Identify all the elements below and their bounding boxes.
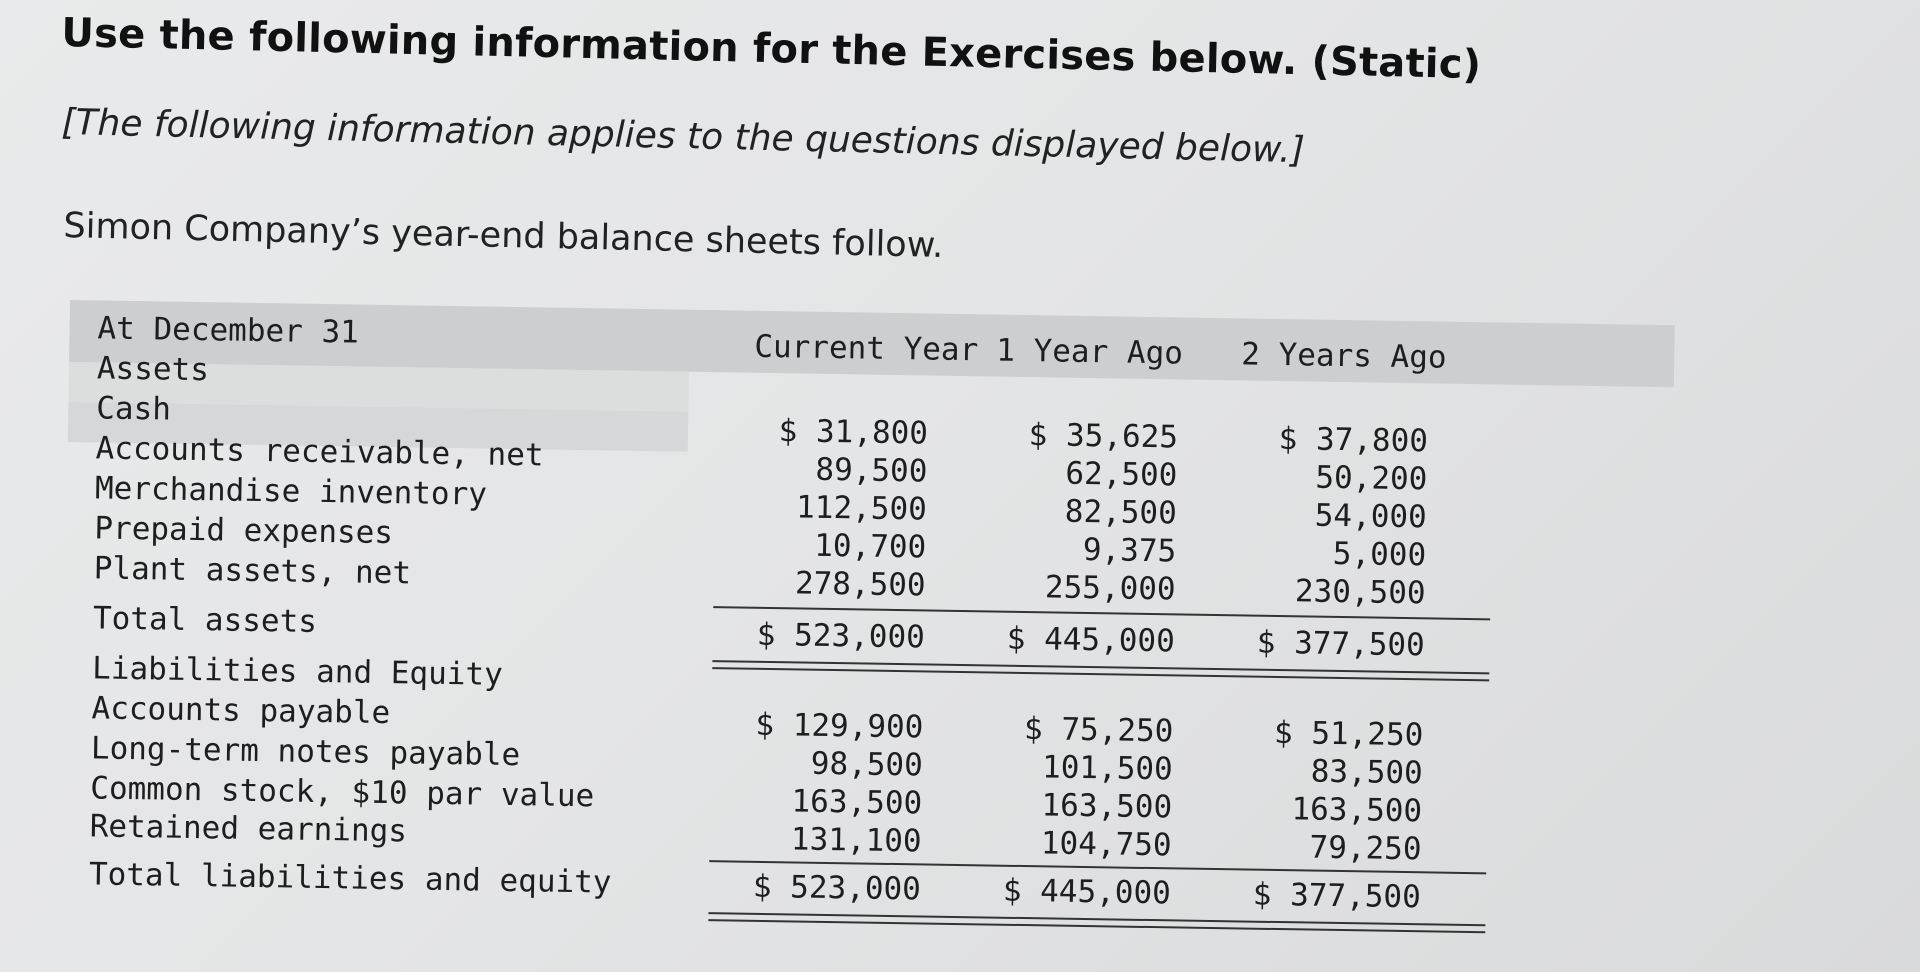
- balance-sheet-table: At December 31 Current Year 1 Year Ago 2…: [60, 300, 1675, 965]
- cell-prepaid-1-year: 9,375: [1082, 531, 1177, 570]
- column-header-1-year-ago: 1 Year Ago: [996, 332, 1184, 372]
- cell-ar-1-year: 62,500: [1065, 455, 1178, 494]
- row-label-long-term-notes: Long-term notes payable: [90, 730, 521, 774]
- page-heading: Use the following information for the Ex…: [60, 10, 1482, 89]
- cell-stock-2-years: 163,500: [1291, 791, 1423, 830]
- cell-ap-1-year: $ 75,250: [1023, 711, 1174, 750]
- intro-text: Simon Company’s year-end balance sheets …: [63, 206, 944, 266]
- cell-re-1-year: 104,750: [1040, 825, 1172, 864]
- cell-re-2-years: 79,250: [1309, 829, 1422, 868]
- cell-notes-2-years: 83,500: [1310, 753, 1424, 792]
- cell-ap-2-years: $ 51,250: [1273, 714, 1424, 754]
- cell-ap-current: $ 129,900: [755, 706, 924, 746]
- cell-total-assets-1-year: $ 445,000: [1006, 620, 1176, 660]
- cell-cash-1-year: $ 35,625: [1028, 417, 1179, 456]
- section-heading-assets: Assets: [96, 350, 210, 389]
- column-header-2-years-ago: 2 Years Ago: [1241, 336, 1447, 376]
- cell-inventory-1-year: 82,500: [1064, 493, 1178, 532]
- cell-notes-1-year: 101,500: [1041, 749, 1174, 788]
- cell-ar-2-years: 50,200: [1315, 459, 1428, 498]
- cell-total-liab-current: $ 523,000: [752, 868, 922, 908]
- cell-plant-2-years: 230,500: [1294, 573, 1426, 612]
- row-label-accounts-payable: Accounts payable: [91, 690, 391, 732]
- row-label-total-liabilities-equity: Total liabilities and equity: [88, 856, 612, 901]
- row-label-common-stock: Common stock, $10 par value: [90, 770, 595, 815]
- row-label-merchandise-inventory: Merchandise inventory: [94, 470, 488, 513]
- cell-prepaid-2-years: 5,000: [1332, 535, 1427, 574]
- row-label-plant-assets: Plant assets, net: [93, 550, 412, 592]
- cell-notes-current: 98,500: [810, 745, 924, 784]
- cell-total-assets-current: $ 523,000: [756, 616, 926, 656]
- total-rule-liabilities: [708, 912, 1486, 934]
- row-label-cash: Cash: [96, 390, 172, 428]
- row-label-accounts-receivable: Accounts receivable, net: [95, 430, 544, 474]
- cell-total-liab-1-year: $ 445,000: [1002, 872, 1172, 912]
- cell-stock-1-year: 163,500: [1041, 787, 1173, 826]
- cell-inventory-2-years: 54,000: [1314, 497, 1428, 536]
- row-label-retained-earnings: Retained earnings: [89, 808, 408, 850]
- header-at-december-31: At December 31: [97, 310, 360, 351]
- section-heading-liabilities-equity: Liabilities and Equity: [91, 650, 504, 693]
- cell-plant-1-year: 255,000: [1044, 569, 1176, 608]
- cell-total-liab-2-years: $ 377,500: [1252, 876, 1422, 916]
- cell-cash-2-years: $ 37,800: [1278, 421, 1429, 460]
- cell-prepaid-current: 10,700: [813, 527, 927, 566]
- row-label-total-assets: Total assets: [92, 600, 318, 640]
- column-header-current-year: Current Year: [754, 328, 979, 369]
- cell-inventory-current: 112,500: [795, 489, 928, 528]
- total-rule-assets: [712, 660, 1490, 682]
- cell-plant-current: 278,500: [794, 565, 926, 604]
- cell-ar-current: 89,500: [815, 451, 928, 490]
- instruction-note: [The following information applies to th…: [61, 102, 1306, 172]
- cell-total-assets-2-years: $ 377,500: [1256, 624, 1426, 664]
- cell-re-current: 131,100: [790, 821, 922, 860]
- cell-stock-current: 163,500: [791, 783, 923, 822]
- row-label-prepaid-expenses: Prepaid expenses: [94, 510, 394, 552]
- cell-cash-current: $ 31,800: [778, 413, 929, 452]
